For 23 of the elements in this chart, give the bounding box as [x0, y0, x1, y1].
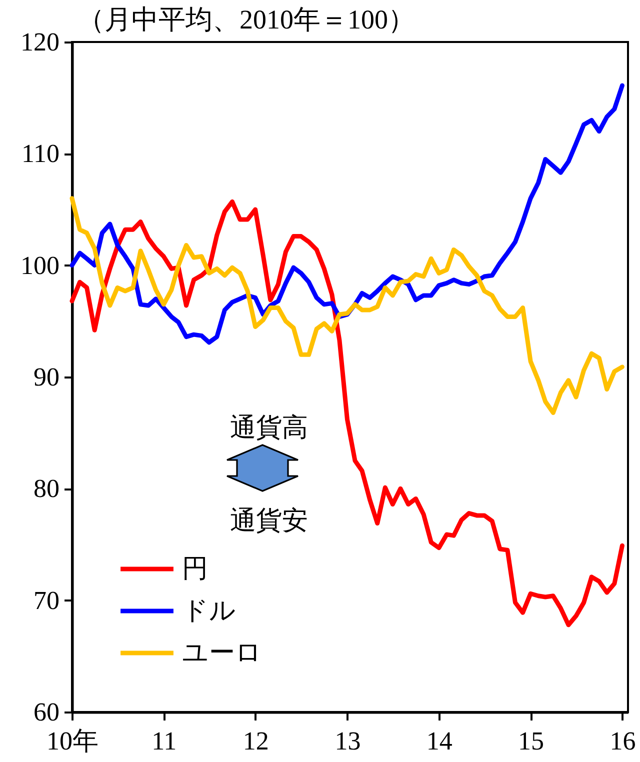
- line-series: [70, 196, 624, 415]
- y-tick-label: 80: [34, 474, 60, 504]
- x-tick-label: 13: [334, 726, 361, 756]
- y-tick-label: 120: [20, 28, 60, 56]
- legend-label: ユーロ: [182, 638, 262, 667]
- y-tick-label: 60: [34, 698, 60, 726]
- line-series: [70, 83, 624, 345]
- x-tick-label: 14: [426, 726, 452, 756]
- x-tick-label: 16: [610, 726, 636, 756]
- x-tick-label: 10年: [46, 726, 98, 756]
- legend-label: ドル: [182, 596, 236, 625]
- y-tick-label: 90: [34, 362, 60, 392]
- line-series: [70, 199, 624, 628]
- y-tick-label: 70: [34, 586, 60, 615]
- legend-label: 円: [182, 554, 208, 583]
- y-tick-label: 110: [21, 139, 60, 168]
- y-tick-label: 100: [20, 250, 60, 280]
- x-tick-label: 15: [518, 726, 544, 756]
- x-tick-label: 11: [152, 726, 177, 756]
- x-tick-label: 12: [242, 726, 269, 756]
- annotation: 通貨高: [230, 413, 308, 442]
- y-axis-title: （月中平均、2010年＝100）: [78, 4, 415, 34]
- annotation: 通貨安: [230, 506, 308, 535]
